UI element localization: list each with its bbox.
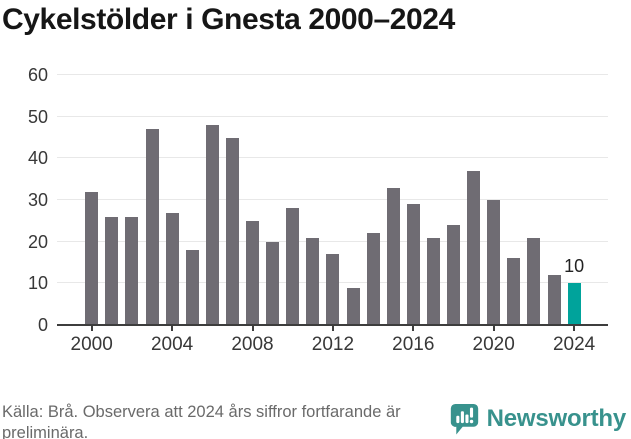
bar-2001 — [105, 216, 119, 325]
bar-2017 — [426, 237, 440, 325]
x-axis-tick — [251, 326, 254, 331]
bar-2003 — [145, 129, 159, 325]
y-axis-label: 50 — [27, 106, 48, 127]
y-axis-label: 20 — [27, 231, 48, 252]
bar-value-label: 10 — [564, 256, 585, 277]
x-axis-label: 2016 — [392, 334, 435, 355]
bar-2000 — [85, 191, 99, 325]
x-axis-label: 2020 — [472, 334, 515, 355]
bar-2019 — [467, 170, 481, 325]
bar-2023 — [547, 275, 561, 325]
gridline — [57, 157, 608, 159]
gridline — [57, 240, 608, 242]
newsworthy-logo: Newsworthy — [449, 401, 626, 437]
x-axis-label: 2000 — [70, 334, 113, 355]
x-axis-tick — [331, 326, 334, 331]
gridline — [57, 74, 608, 75]
x-axis-tick — [492, 326, 495, 331]
bar-2012 — [326, 254, 340, 325]
bar-chart-speech-bubble-icon — [449, 402, 480, 436]
newsworthy-wordmark: Newsworthy — [486, 405, 627, 432]
bar-2006 — [205, 125, 219, 325]
x-axis-tick — [573, 326, 576, 331]
bar-2008 — [246, 220, 259, 325]
x-axis-line — [57, 324, 608, 326]
y-axis-label: 40 — [27, 148, 48, 169]
x-axis-label: 2008 — [231, 334, 274, 355]
source-note: Källa: Brå. Observera att 2024 års siffr… — [2, 403, 401, 439]
x-axis-tick — [171, 326, 174, 331]
bar-2016 — [406, 204, 420, 325]
bar-2020 — [487, 200, 501, 325]
bar-2009 — [266, 241, 280, 325]
gridline — [57, 199, 608, 200]
plot-area — [57, 74, 608, 325]
y-axis-label: 10 — [27, 273, 48, 294]
x-axis-tick — [90, 326, 93, 331]
x-axis-label: 2004 — [150, 334, 194, 355]
bar-2018 — [447, 225, 460, 325]
bar-2005 — [185, 250, 199, 325]
x-axis-label: 2012 — [311, 334, 355, 355]
x-axis-tick — [412, 326, 415, 331]
chart-title: Cykelstölder i Gnesta 2000–2024 — [2, 3, 455, 36]
bar-2010 — [286, 208, 300, 325]
y-axis-label: 0 — [37, 315, 48, 335]
y-axis-label: 60 — [27, 65, 48, 85]
bar-2007 — [225, 137, 239, 325]
bar-2015 — [386, 187, 400, 325]
bar-2013 — [346, 287, 360, 325]
bar-2011 — [306, 237, 320, 325]
bar-2014 — [366, 233, 380, 325]
x-axis-label: 2024 — [552, 334, 596, 355]
gridline — [57, 115, 608, 117]
bar-2022 — [527, 237, 541, 325]
y-axis-label: 30 — [27, 190, 48, 210]
bar-2002 — [125, 216, 139, 325]
bar-2004 — [165, 212, 179, 325]
bar-2021 — [507, 258, 521, 325]
bar-2024 — [567, 283, 581, 325]
